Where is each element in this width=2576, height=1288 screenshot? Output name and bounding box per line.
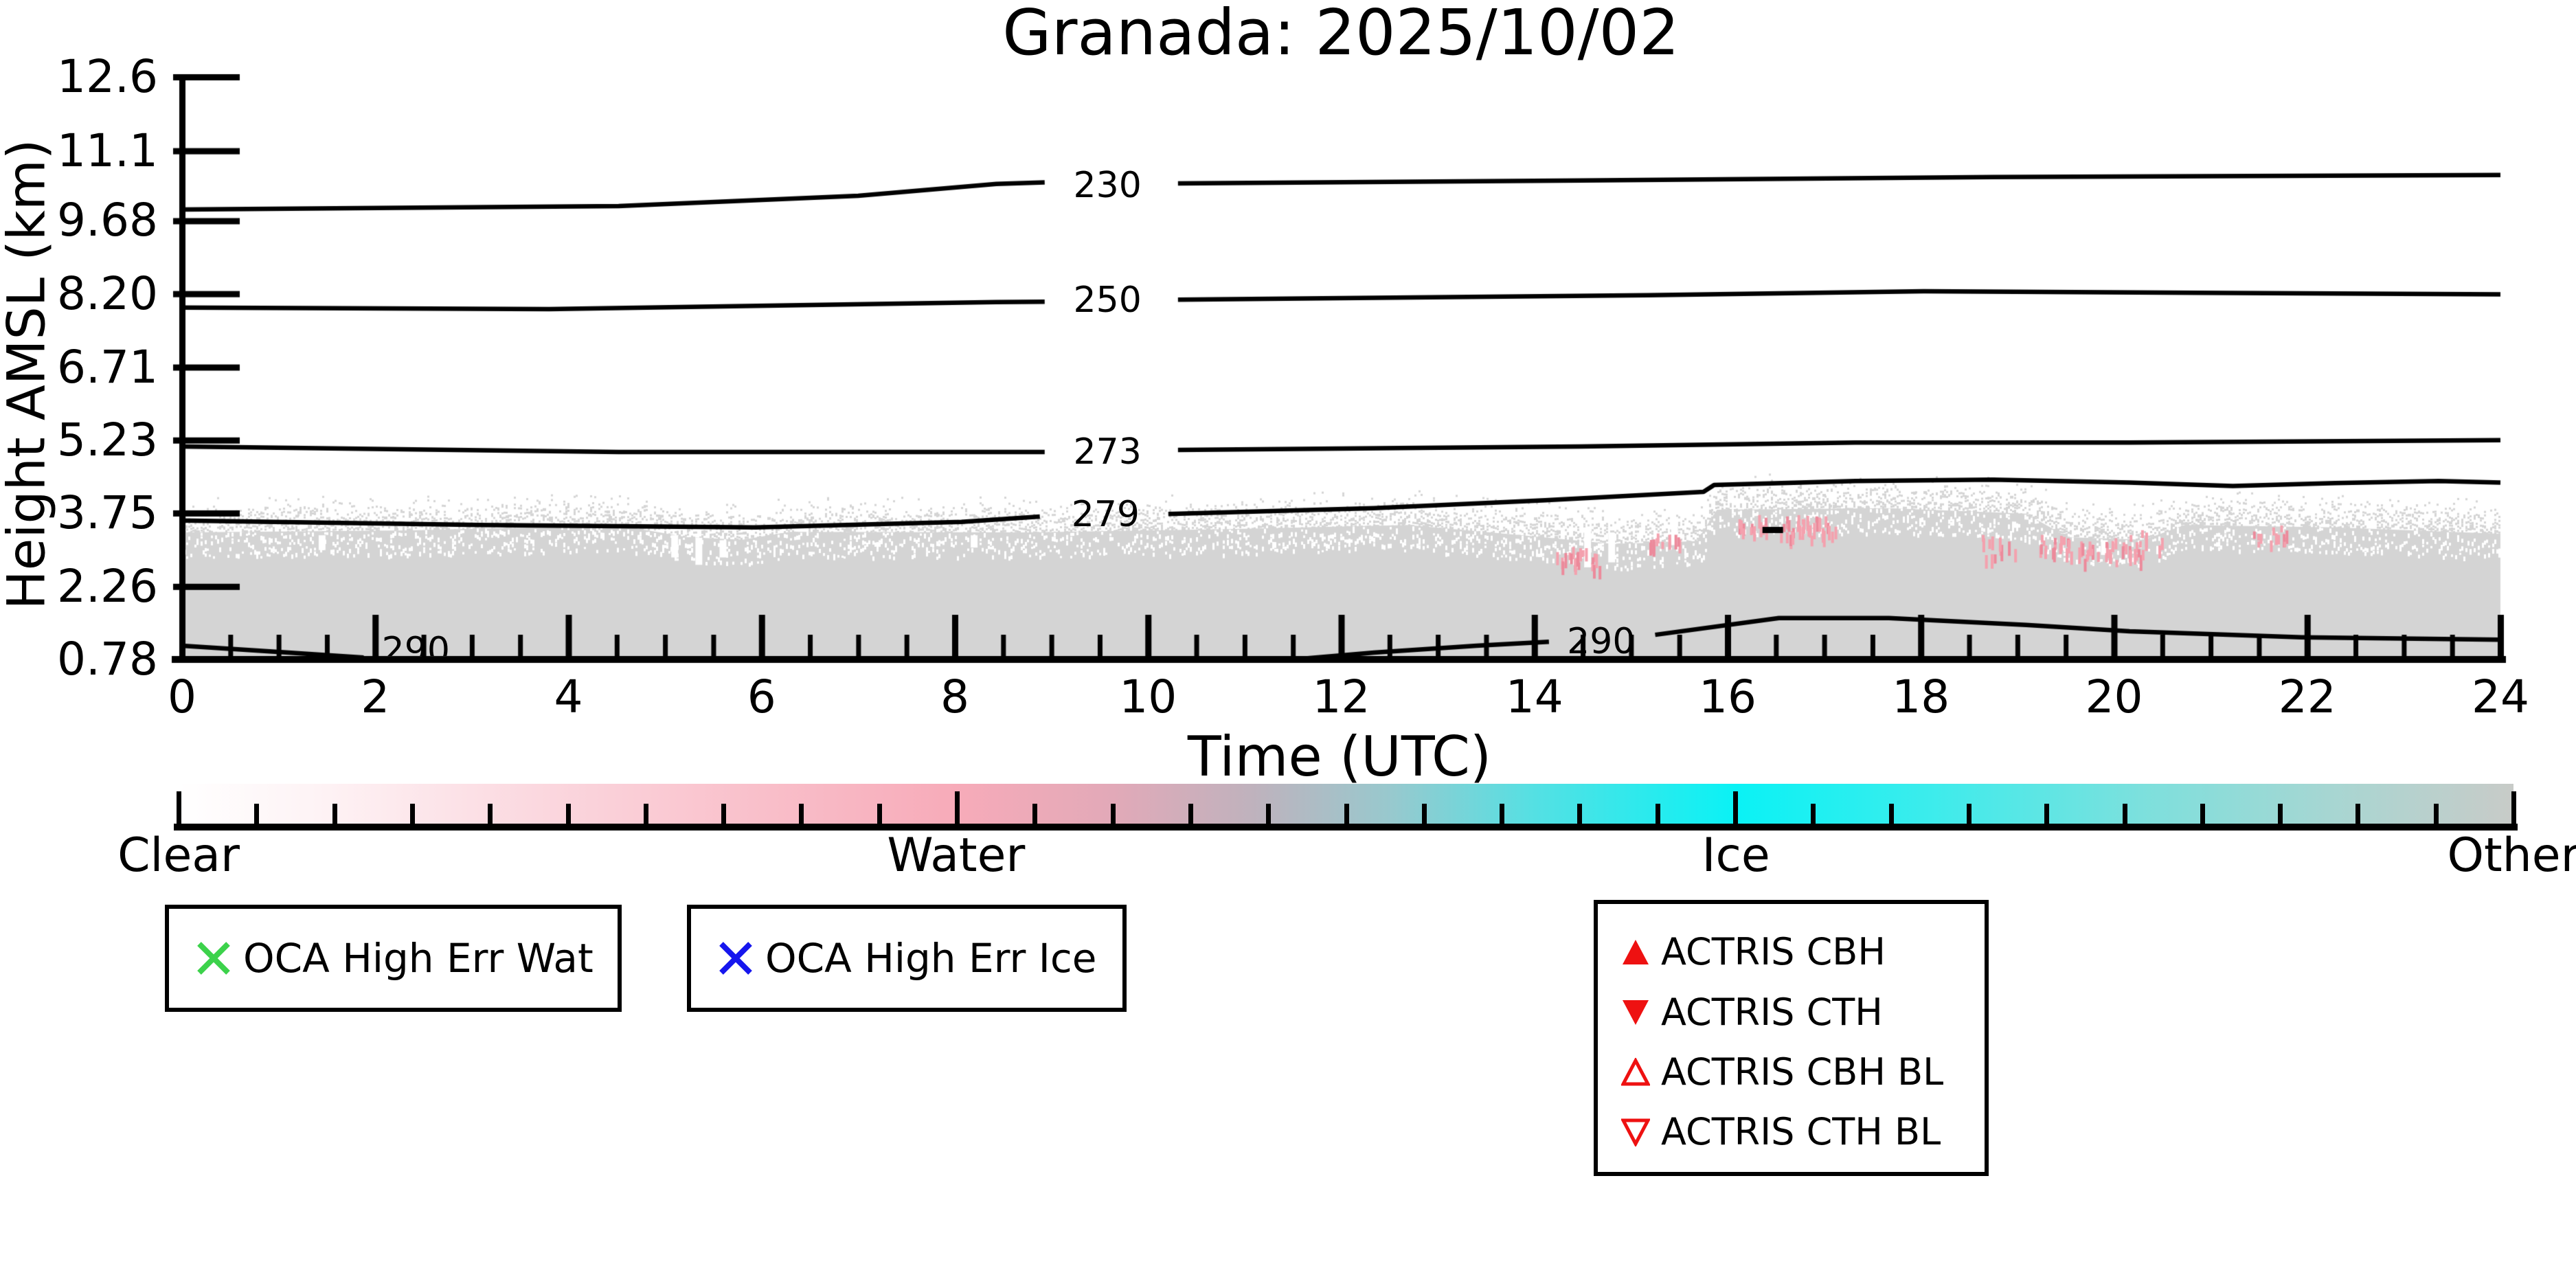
colorbar-minor-tick (2278, 804, 2283, 826)
legend-item-label: ACTRIS CBH (1661, 930, 1886, 973)
colorbar-minor-tick (332, 804, 337, 826)
contour-label-290: 290 (1567, 621, 1636, 663)
x-tick-label: 2 (361, 670, 390, 723)
legend-box-oca-wat: OCA High Err Wat (165, 905, 622, 1012)
contour-label-clip: 290 (368, 630, 464, 656)
y-tick-label: 11.1 (57, 124, 158, 177)
contour-label-279: 279 (1071, 494, 1140, 536)
y-tick-label: 6.71 (57, 340, 158, 394)
contour-label-273: 273 (1073, 431, 1142, 473)
contour-label-250: 250 (1073, 279, 1142, 321)
legend-item-label: OCA High Err Ice (765, 935, 1097, 982)
triangle-up-filled-icon (1621, 938, 1650, 967)
legend-item-label: ACTRIS CTH BL (1661, 1110, 1941, 1153)
colorbar-minor-tick (799, 804, 804, 826)
legend-item-label: ACTRIS CBH BL (1661, 1050, 1944, 1094)
legend-item-label: ACTRIS CTH (1661, 991, 1883, 1034)
y-tick-label: 2.26 (57, 559, 158, 613)
colorbar-minor-tick (1577, 804, 1583, 826)
legend-item: ACTRIS CTH (1621, 991, 1883, 1034)
y-tick-label: 3.75 (57, 486, 158, 539)
colorbar-minor-tick (254, 804, 260, 826)
x-tick-label: 8 (940, 670, 969, 723)
colorbar-label-clear: Clear (117, 828, 240, 883)
x-axis-title: Time (UTC) (1187, 725, 1492, 789)
colorbar-major-tick (1733, 791, 1738, 826)
triangle-up-open-icon (1621, 1057, 1650, 1087)
y-tick-label: 12.6 (57, 50, 158, 103)
contour-label-230: 230 (1073, 164, 1142, 206)
legend-box-actris: ACTRIS CBH ACTRIS CTH ACTRIS CBH BL ACTRIS … (1594, 900, 1989, 1176)
x-tick-label: 16 (1699, 670, 1756, 723)
colorbar-minor-tick (1032, 804, 1038, 826)
colorbar-minor-tick (721, 804, 727, 826)
x-tick-label: 0 (168, 670, 196, 723)
legend-box-oca-ice: OCA High Err Ice (687, 905, 1127, 1012)
x-tick-label: 10 (1119, 670, 1177, 723)
colorbar-label-ice: Ice (1702, 828, 1770, 883)
colorbar-major-tick (177, 791, 181, 826)
colorbar-minor-tick (1500, 804, 1505, 826)
colorbar-major-tick (955, 791, 960, 826)
triangle-down-filled-icon (1621, 998, 1650, 1027)
x-icon (196, 941, 231, 975)
colorbar-minor-tick (1888, 804, 1894, 826)
colorbar-minor-tick (2433, 804, 2439, 826)
legend-item: OCA High Err Wat (196, 935, 594, 982)
colorbar-minor-tick (565, 804, 571, 826)
y-tick-label: 0.78 (57, 633, 158, 686)
x-tick-label: 22 (2278, 670, 2336, 723)
y-tick-label: 9.68 (57, 194, 158, 247)
x-tick-label: 24 (2472, 670, 2529, 723)
legend-item: ACTRIS CBH BL (1621, 1050, 1943, 1094)
colorbar-minor-tick (877, 804, 882, 826)
colorbar-label-water: Water (887, 828, 1026, 883)
colorbar-minor-tick (1266, 804, 1272, 826)
x-icon (719, 941, 753, 975)
colorbar-minor-tick (1188, 804, 1193, 826)
colorbar-minor-tick (643, 804, 648, 826)
legend-item: ACTRIS CBH (1621, 930, 1886, 973)
legend-item: ACTRIS CTH BL (1621, 1110, 1941, 1153)
legend-item-label: OCA High Err Wat (243, 935, 594, 982)
triangle-down-open-icon (1621, 1118, 1650, 1146)
colorbar-minor-tick (1344, 804, 1349, 826)
y-tick-label: 8.20 (57, 267, 158, 320)
colorbar-axis (174, 824, 2518, 831)
colorbar-minor-tick (409, 804, 415, 826)
y-tick-label: 5.23 (57, 413, 158, 466)
contour-label-290: 290 (381, 630, 450, 656)
colorbar-minor-tick (1966, 804, 1971, 826)
colorbar-minor-tick (2044, 804, 2050, 826)
colorbar-minor-tick (2355, 804, 2361, 826)
x-tick-label: 4 (554, 670, 583, 723)
legend-item: OCA High Err Ice (719, 935, 1096, 982)
colorbar-minor-tick (1110, 804, 1116, 826)
colorbar-minor-tick (1655, 804, 1660, 826)
x-tick-label: 6 (747, 670, 776, 723)
x-tick-label: 14 (1505, 670, 1563, 723)
colorbar-minor-tick (488, 804, 493, 826)
colorbar-minor-tick (1421, 804, 1427, 826)
colorbar-label-other: Other (2447, 828, 2576, 883)
x-tick-label: 18 (1892, 670, 1950, 723)
colorbar-minor-tick (2200, 804, 2205, 826)
chart-title: Granada: 2025/10/02 (1002, 0, 1680, 69)
x-tick-label: 20 (2085, 670, 2143, 723)
colorbar-minor-tick (2122, 804, 2127, 826)
colorbar-minor-tick (1811, 804, 1816, 826)
x-tick-label: 12 (1312, 670, 1370, 723)
colorbar-major-tick (2511, 791, 2516, 826)
